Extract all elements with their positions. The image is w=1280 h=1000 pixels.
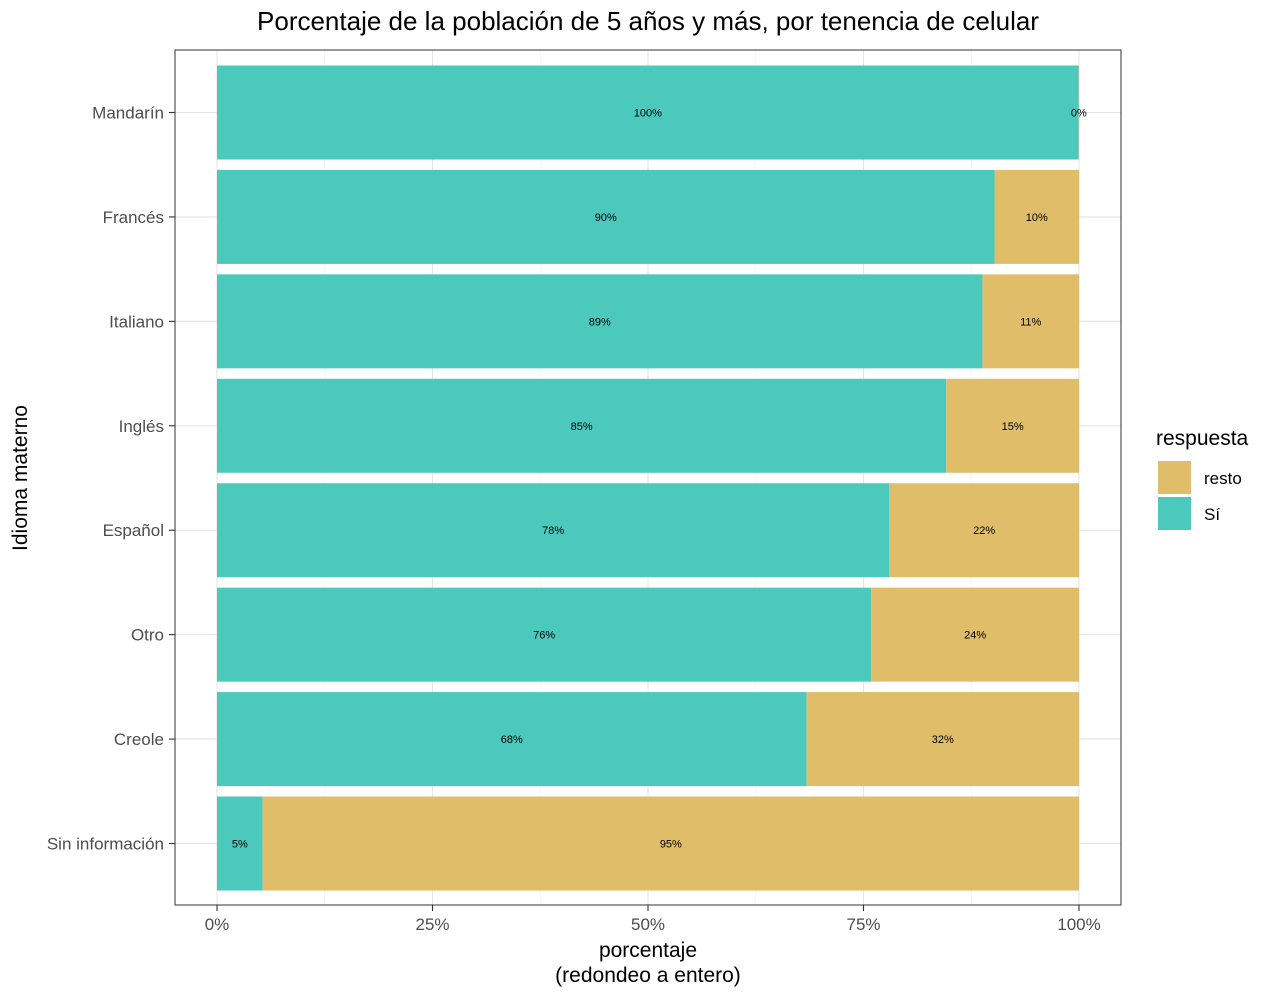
bar-si [217,483,890,578]
bar-value-label: 90% [595,212,617,224]
bar-value-label: 11% [1020,316,1041,328]
x-axis: 0% 25% 50% 75% 100% [205,905,1101,934]
bar-resto [982,274,1079,369]
bar-value-label: 95% [660,839,682,851]
legend: respuesta resto Sí [1156,427,1249,530]
y-tick-label: Mandarín [92,104,164,123]
x-axis-title-line1: porcentaje [599,939,697,962]
bar-value-label: 0% [1071,108,1087,120]
bar-value-label: 78% [542,525,564,537]
bar-si [217,65,1079,160]
bar-si [217,796,263,891]
bar-value-label: 100% [634,108,662,120]
bar-value-label: 76% [533,630,555,642]
bar-resto [889,483,1079,578]
x-tick-label: 25% [415,915,449,934]
bar-value-label: 10% [1026,212,1048,224]
y-axis: Mandarín Francés Italiano Inglés Español Otro… [47,104,175,854]
legend-title: respuesta [1156,427,1249,450]
bar-resto [994,169,1079,264]
y-axis-title: Idioma materno [9,405,32,551]
x-tick-label: 75% [846,915,880,934]
bar-si [217,378,947,473]
y-tick-label: Inglés [119,417,164,436]
bar-value-label: 5% [232,839,248,851]
bar-value-label: 22% [973,525,995,537]
x-tick-label: 0% [205,915,230,934]
bar-si [217,274,983,369]
x-axis-title-line2: (redondeo a entero) [555,964,741,987]
bar-si [217,587,872,682]
bar-value-label: 24% [964,630,986,642]
legend-label: Sí [1204,505,1220,524]
x-tick-label: 50% [631,915,665,934]
bar-value-label: 32% [932,734,954,746]
y-tick-label: Italiano [109,312,164,331]
y-tick-label: Creole [114,730,164,749]
chart-title: Porcentaje de la población de 5 años y m… [257,6,1039,36]
bar-value-label: 15% [1002,421,1024,433]
bar-si [217,169,995,264]
y-tick-label: Francés [103,208,164,227]
legend-label: resto [1204,469,1242,488]
bar-si [217,692,807,787]
bar-value-label: 85% [571,421,593,433]
bar-value-label: 68% [501,734,523,746]
y-tick-label: Español [103,521,164,540]
bars [217,65,1079,891]
x-tick-label: 100% [1057,915,1100,934]
legend-swatch [1158,497,1191,530]
y-tick-label: Sin información [47,835,164,854]
bar-resto [946,378,1079,473]
bar-resto [262,796,1079,891]
y-tick-label: Otro [131,626,164,645]
bar-resto [806,692,1079,787]
bar-value-label: 89% [589,316,611,328]
bar-labels: 100% 0% 90% 10% 89% 11% 85% 15% 78% 22% 76% 24% 68% 3… [232,108,1087,851]
legend-swatch [1158,461,1191,494]
bar-resto [871,587,1079,682]
